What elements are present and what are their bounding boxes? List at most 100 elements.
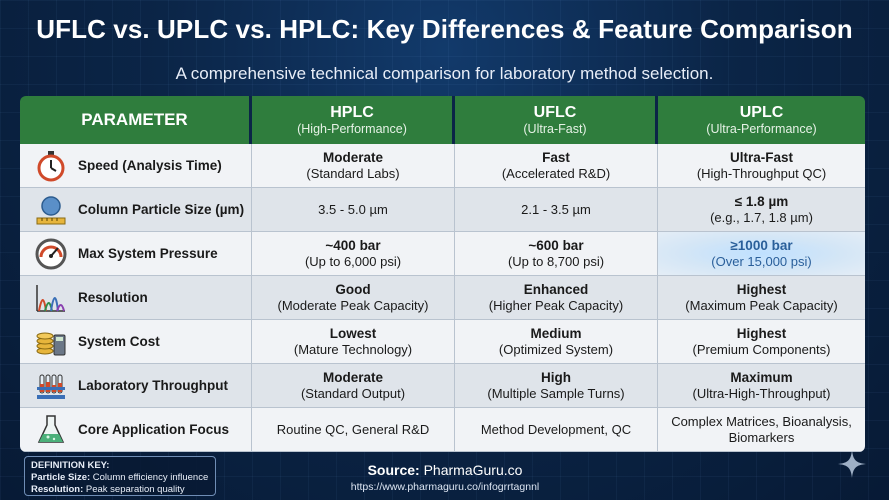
hplc-cell: Lowest (Mature Technology)	[252, 320, 455, 364]
key-definition: Peak separation quality	[85, 484, 185, 495]
header-hplc-name: HPLC	[330, 103, 374, 121]
source-credit: Source: PharmaGuru.co	[280, 462, 610, 478]
parameter-cell: Speed (Analysis Time)	[20, 144, 252, 188]
cell-sub: (Optimized System)	[498, 341, 614, 357]
hplc-cell: Moderate (Standard Output)	[252, 364, 455, 408]
cell-sub: (e.g., 1.7, 1.8 µm)	[710, 209, 813, 225]
cell-main: Ultra-Fast	[729, 149, 793, 165]
table-row: Column Particle Size (µm) 3.5 - 5.0 µm 2…	[20, 188, 865, 232]
uflc-cell: Fast (Accelerated R&D)	[455, 144, 658, 188]
particle-ruler-icon	[36, 195, 66, 224]
comparison-table: PARAMETER HPLC (High-Performance) UFLC (…	[20, 96, 865, 452]
table-row: Laboratory Throughput Moderate (Standard …	[20, 364, 865, 408]
cell-sub: (Accelerated R&D)	[501, 165, 611, 181]
cell-sub: (Ultra-High-Throughput)	[692, 385, 831, 401]
cell-main: ~400 bar	[325, 237, 381, 253]
header-hplc-sub: (High-Performance)	[297, 121, 407, 136]
hplc-cell: ~400 bar (Up to 6,000 psi)	[252, 232, 455, 276]
uflc-cell: Medium (Optimized System)	[455, 320, 658, 364]
table-row: Core Application Focus Routine QC, Gener…	[20, 408, 865, 452]
cell-main: ≤ 1.8 µm	[734, 193, 789, 209]
hplc-cell: 3.5 - 5.0 µm	[252, 188, 455, 232]
coins-calculator-icon	[36, 332, 66, 355]
cell-sub: (Up to 6,000 psi)	[304, 253, 402, 269]
cell-main: Maximum	[730, 369, 793, 385]
cell-main: Enhanced	[523, 281, 589, 297]
cell-sub: (Higher Peak Capacity)	[488, 297, 624, 313]
uplc-cell: Ultra-Fast (High-Throughput QC)	[658, 144, 865, 188]
cell-sub: (Standard Labs)	[306, 165, 400, 181]
cell-sub: (Mature Technology)	[293, 341, 413, 357]
uplc-cell: Highest (Maximum Peak Capacity)	[658, 276, 865, 320]
hplc-cell: Routine QC, General R&D	[252, 408, 455, 452]
header-uflc-name: UFLC	[533, 103, 577, 121]
cell-sub: Routine QC, General R&D	[276, 421, 430, 437]
uplc-cell: ≤ 1.8 µm (e.g., 1.7, 1.8 µm)	[658, 188, 865, 232]
cell-main: Highest	[736, 325, 787, 341]
header-parameter: PARAMETER	[20, 96, 252, 144]
cell-main: High	[541, 369, 571, 385]
uplc-cell: Complex Matrices, Bioanalysis, Biomarker…	[658, 408, 865, 452]
header-uflc: UFLC (Ultra-Fast)	[455, 96, 658, 144]
key-definition: Column efficiency influence	[92, 472, 209, 483]
table-row: Resolution Good (Moderate Peak Capacity) …	[20, 276, 865, 320]
cell-sub: (High-Throughput QC)	[696, 165, 827, 181]
header-uplc-name: UPLC	[739, 103, 784, 121]
cell-sub: (Over 15,000 psi)	[711, 253, 812, 269]
uplc-cell-highlighted: ≥1000 bar (Over 15,000 psi)	[658, 232, 865, 276]
parameter-label: Speed (Analysis Time)	[78, 157, 222, 173]
uflc-cell: Enhanced (Higher Peak Capacity)	[455, 276, 658, 320]
flask-icon	[37, 414, 65, 443]
cell-main: Medium	[530, 325, 582, 341]
definition-key-title: DEFINITION KEY:	[31, 460, 110, 471]
cell-sub: 2.1 - 3.5 µm	[521, 201, 591, 217]
cell-main: ~600 bar	[528, 237, 584, 253]
uflc-cell: 2.1 - 3.5 µm	[455, 188, 658, 232]
page-subtitle: A comprehensive technical comparison for…	[175, 64, 714, 83]
uflc-cell: ~600 bar (Up to 8,700 psi)	[455, 232, 658, 276]
cell-sub: (Up to 8,700 psi)	[507, 253, 605, 269]
parameter-label: System Cost	[78, 333, 160, 349]
cell-sub: Complex Matrices, Bioanalysis, Biomarker…	[671, 413, 852, 445]
parameter-cell: System Cost	[20, 320, 252, 364]
cell-main: Good	[335, 281, 371, 297]
uplc-cell: Highest (Premium Components)	[658, 320, 865, 364]
sparkle-icon	[838, 450, 866, 478]
cell-main: Moderate	[322, 369, 383, 385]
key-term: Particle Size:	[31, 472, 91, 483]
header-uplc: UPLC (Ultra-Performance)	[658, 96, 865, 144]
cell-main: Fast	[542, 149, 570, 165]
parameter-label: Resolution	[78, 289, 148, 305]
header-uflc-sub: (Ultra-Fast)	[523, 121, 587, 136]
cell-sub: (Multiple Sample Turns)	[487, 385, 625, 401]
header-uplc-sub: (Ultra-Performance)	[706, 121, 817, 136]
header-hplc: HPLC (High-Performance)	[252, 96, 455, 144]
definition-key: DEFINITION KEY: Particle Size: Column ef…	[24, 456, 216, 496]
source-url[interactable]: https://www.pharmaguru.co/infogrrtagnnl	[350, 481, 540, 493]
page-title: UFLC vs. UPLC vs. HPLC: Key Differences …	[36, 14, 853, 44]
uflc-cell: High (Multiple Sample Turns)	[455, 364, 658, 408]
table-row: System Cost Lowest (Mature Technology) Me…	[20, 320, 865, 364]
cell-sub: (Premium Components)	[692, 341, 831, 357]
parameter-label: Core Application Focus	[78, 421, 230, 437]
definition-key-item: Resolution: Peak separation quality	[31, 484, 209, 496]
hplc-cell: Moderate (Standard Labs)	[252, 144, 455, 188]
stopwatch-icon	[37, 150, 65, 181]
hplc-cell: Good (Moderate Peak Capacity)	[252, 276, 455, 320]
cell-main: Lowest	[329, 325, 377, 341]
parameter-cell: Resolution	[20, 276, 252, 320]
source-label: Source:	[367, 462, 420, 478]
cell-sub: (Maximum Peak Capacity)	[685, 297, 838, 313]
parameter-cell: Max System Pressure	[20, 232, 252, 276]
table-header-row: PARAMETER HPLC (High-Performance) UFLC (…	[20, 96, 865, 144]
cell-main: Highest	[736, 281, 787, 297]
parameter-label: Column Particle Size (µm)	[78, 201, 245, 217]
cell-sub: Method Development, QC	[480, 421, 632, 437]
parameter-cell: Laboratory Throughput	[20, 364, 252, 408]
chromatogram-peaks-icon	[36, 284, 65, 312]
table-row: Max System Pressure ~400 bar (Up to 6,000…	[20, 232, 865, 276]
cell-sub: 3.5 - 5.0 µm	[318, 201, 388, 217]
pressure-gauge-icon	[35, 238, 67, 269]
parameter-label: Max System Pressure	[78, 245, 218, 261]
parameter-label: Laboratory Throughput	[78, 377, 228, 393]
